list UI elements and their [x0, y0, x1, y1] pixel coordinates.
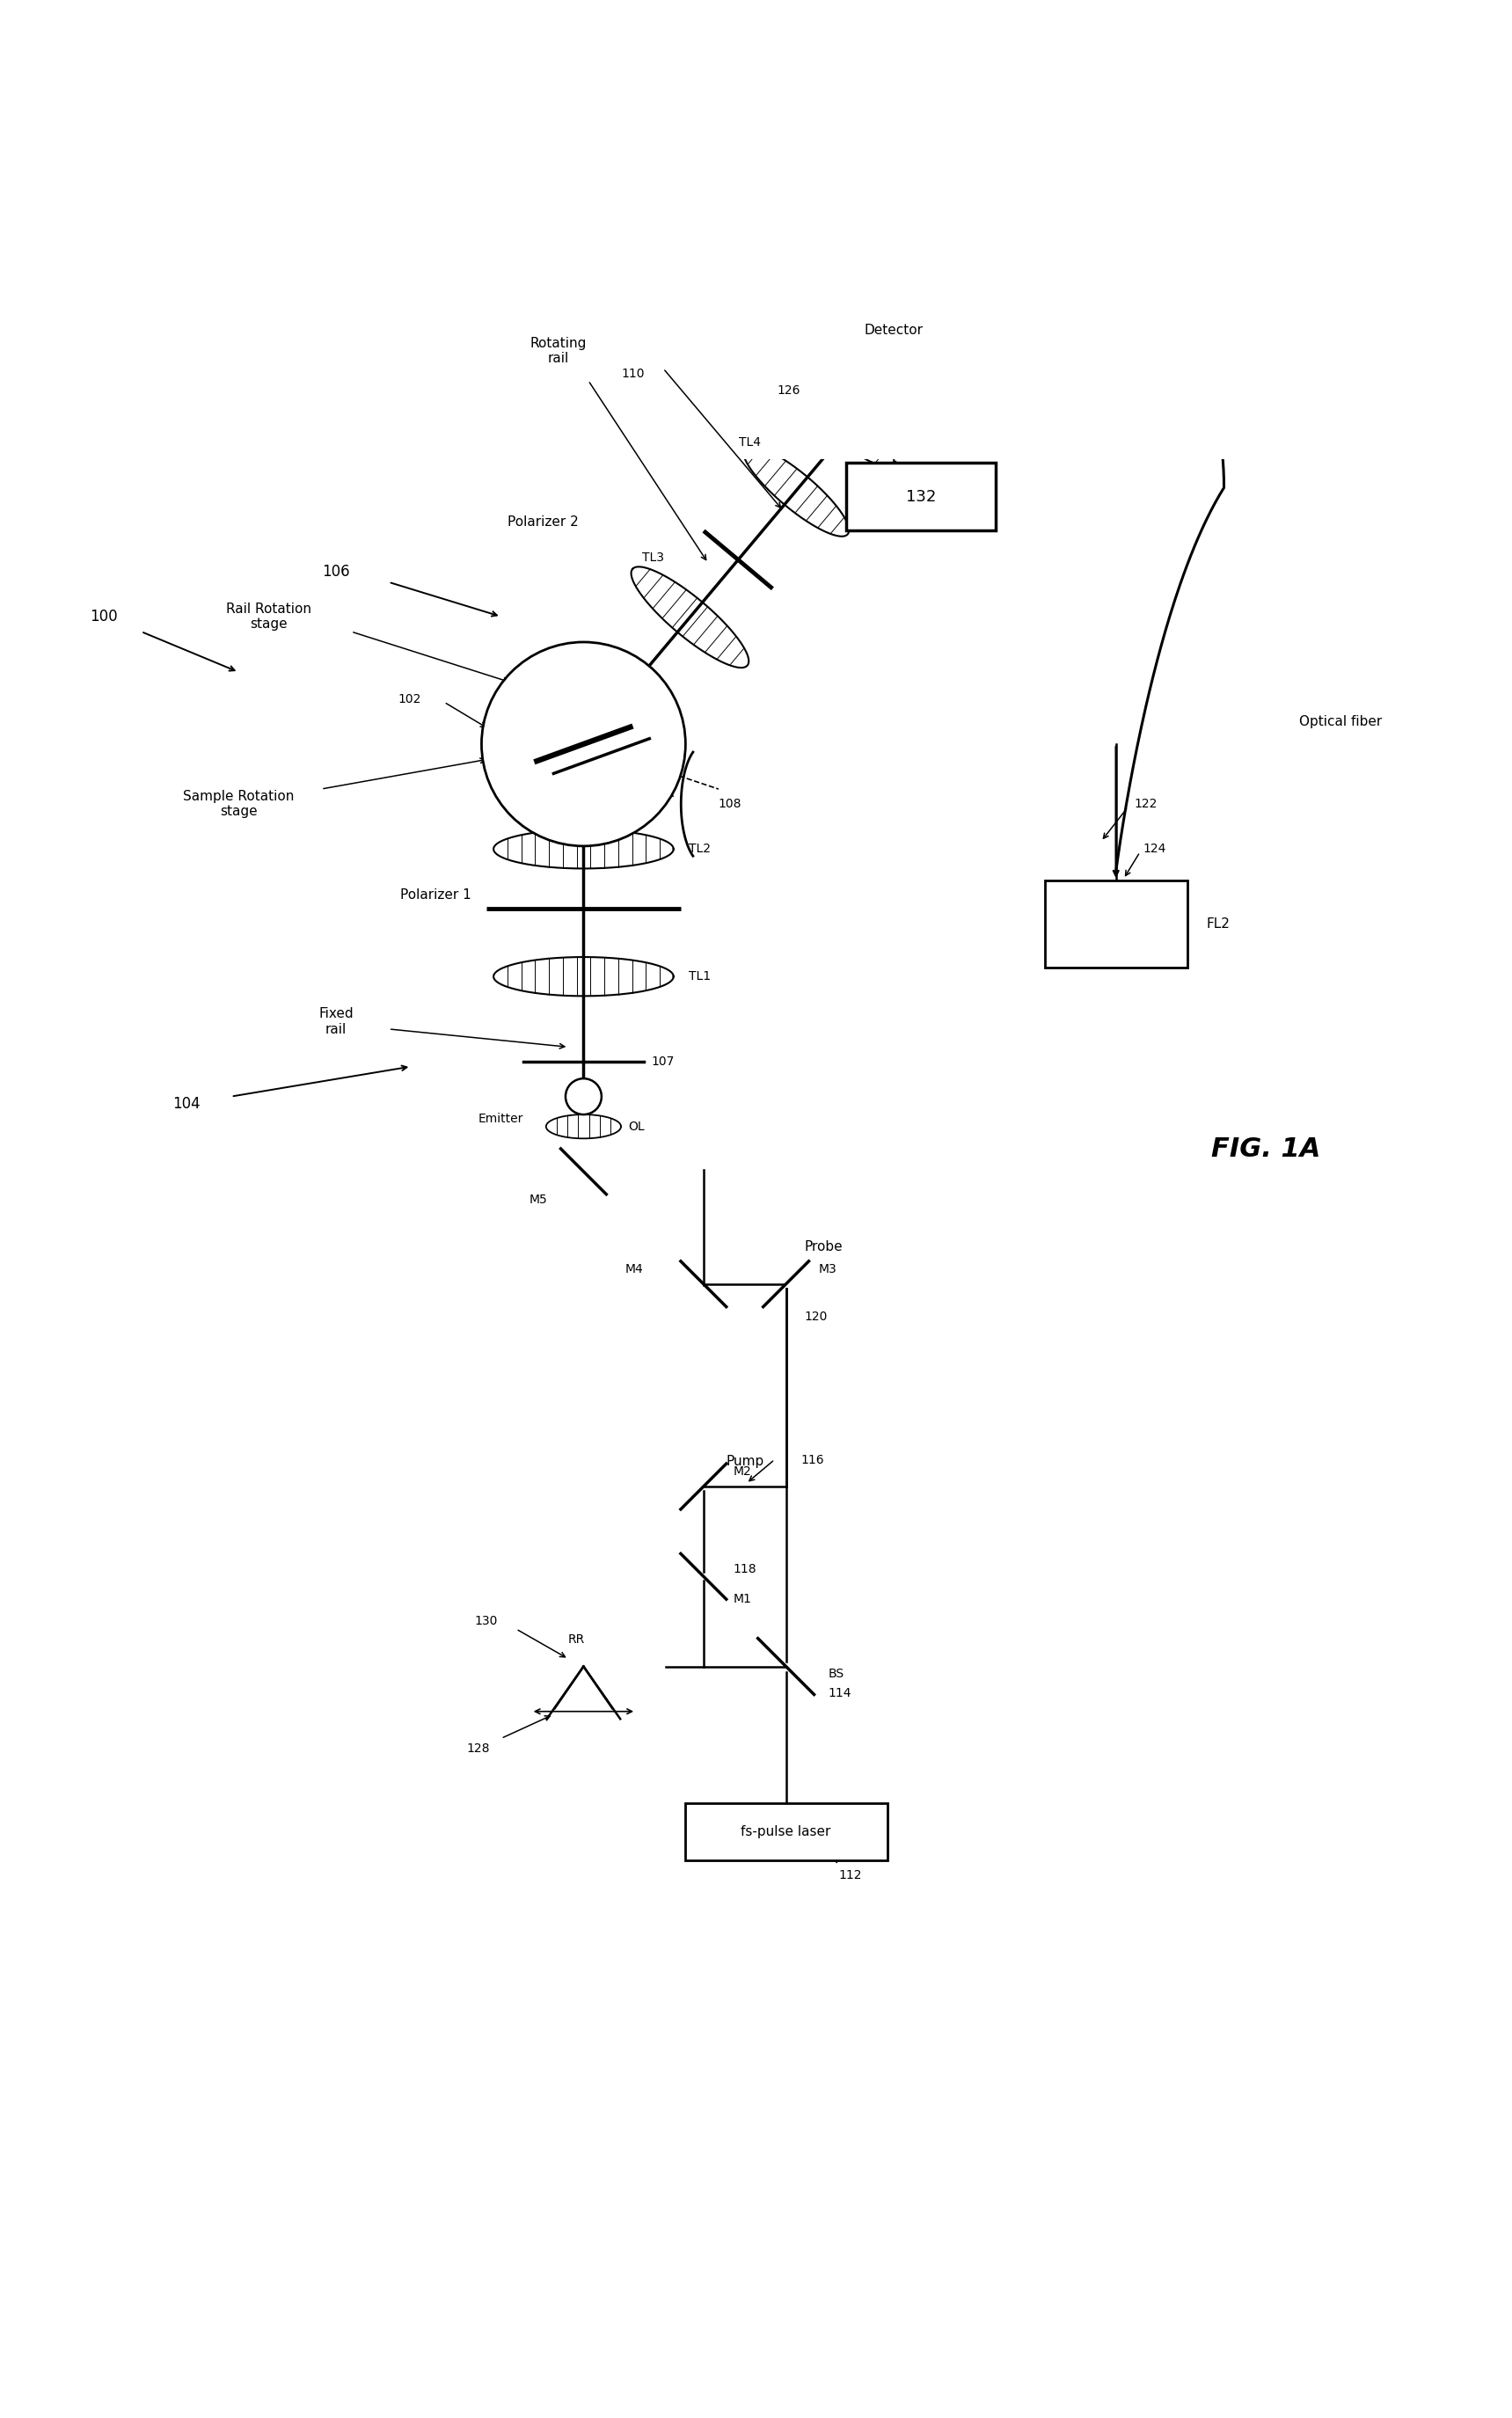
Text: 118: 118	[733, 1562, 758, 1574]
Text: 108: 108	[718, 798, 742, 810]
Text: Fixed
rail: Fixed rail	[319, 1008, 354, 1035]
Text: M2: M2	[733, 1465, 751, 1477]
Text: M3: M3	[820, 1262, 838, 1274]
Text: 106: 106	[322, 563, 349, 580]
Circle shape	[481, 643, 685, 846]
Text: 120: 120	[804, 1311, 827, 1323]
Text: 122: 122	[1134, 798, 1157, 810]
Text: OL: OL	[629, 1120, 646, 1132]
Text: 132: 132	[906, 488, 936, 505]
Text: M4: M4	[626, 1262, 644, 1274]
Text: Polarizer 1: Polarizer 1	[401, 887, 472, 902]
Text: M5: M5	[529, 1194, 547, 1207]
Text: 130: 130	[475, 1615, 497, 1627]
Text: 114: 114	[829, 1688, 851, 1700]
Text: Rotating
rail: Rotating rail	[529, 336, 587, 365]
Text: 107: 107	[652, 1057, 674, 1069]
Text: FIG. 1A: FIG. 1A	[1211, 1136, 1320, 1161]
Text: Optical fiber: Optical fiber	[1299, 716, 1382, 728]
Bar	[685, 1804, 888, 1859]
Text: 128: 128	[467, 1743, 490, 1755]
Text: 116: 116	[801, 1453, 824, 1465]
Text: Detector: Detector	[863, 324, 922, 336]
Text: 102: 102	[398, 694, 422, 706]
Text: TL1: TL1	[688, 970, 711, 982]
Text: 104: 104	[172, 1095, 200, 1112]
Text: FL2: FL2	[1207, 916, 1229, 931]
Text: TL4: TL4	[738, 438, 761, 450]
Bar	[847, 462, 996, 530]
Text: Emitter: Emitter	[478, 1112, 523, 1124]
Text: θ: θ	[661, 747, 671, 764]
Text: 126: 126	[777, 384, 801, 397]
Text: 124: 124	[1143, 844, 1166, 856]
Text: 110: 110	[621, 368, 644, 380]
Circle shape	[1129, 302, 1214, 387]
Text: TL3: TL3	[643, 551, 664, 563]
Text: 100: 100	[89, 609, 118, 624]
Text: Polarizer 2: Polarizer 2	[508, 515, 579, 530]
Text: Pump: Pump	[726, 1456, 764, 1468]
Text: fs-pulse laser: fs-pulse laser	[741, 1826, 832, 1838]
Text: 112: 112	[839, 1869, 862, 1881]
Text: M1: M1	[733, 1593, 751, 1606]
Circle shape	[565, 1078, 602, 1115]
Text: Sample Rotation
stage: Sample Rotation stage	[183, 791, 295, 817]
Text: Probe: Probe	[804, 1240, 842, 1253]
Bar	[1045, 880, 1187, 967]
Text: Rail Rotation
stage: Rail Rotation stage	[225, 602, 311, 631]
Text: RR: RR	[567, 1632, 585, 1644]
Text: TL2: TL2	[688, 844, 711, 856]
Text: BS: BS	[829, 1668, 844, 1681]
